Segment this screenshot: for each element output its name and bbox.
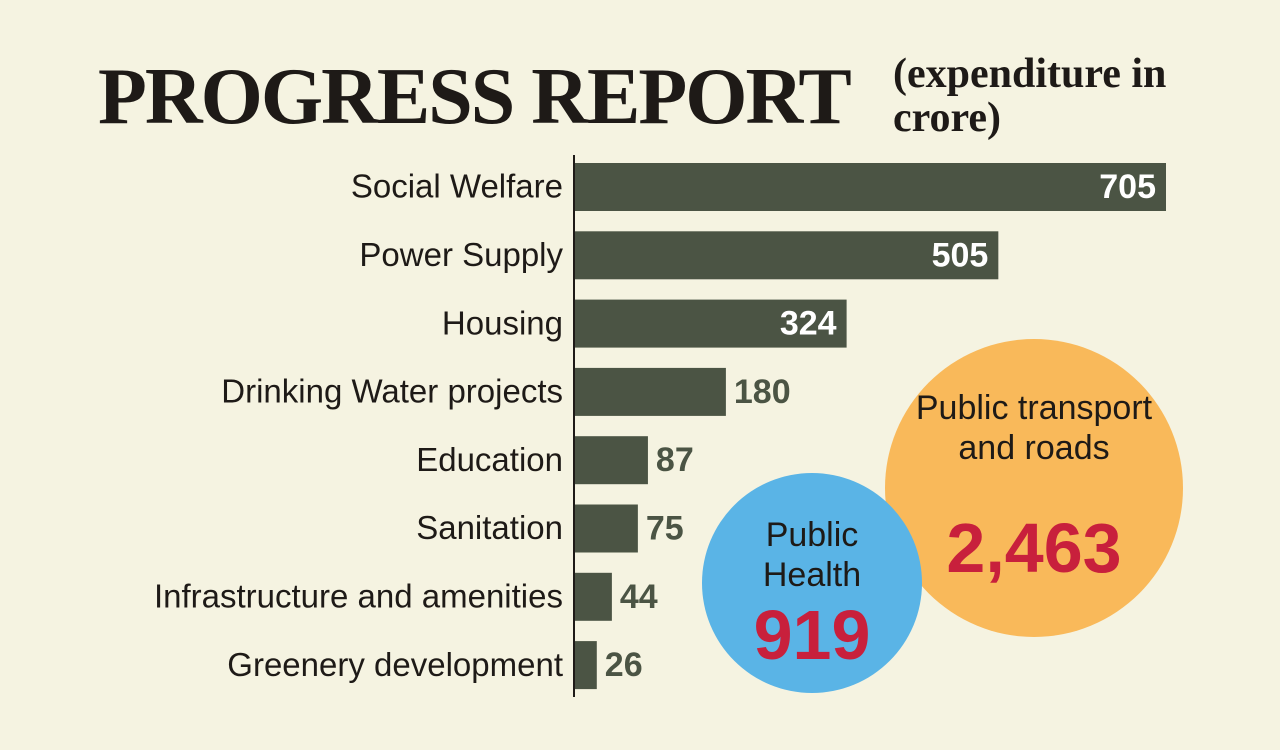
callout-label: Public Health [762,516,862,594]
chart-title: PROGRESS REPORT [98,53,852,141]
bar [575,641,597,690]
value-label: 324 [780,305,837,343]
bar [575,231,999,280]
bar [575,367,726,416]
callout-value: 2,463 [946,509,1122,587]
callout-value: 919 [753,596,871,674]
category-label: Social Welfare [351,168,563,205]
bar [575,163,1166,211]
callout-label: Public transport and roads [915,389,1153,467]
bar [575,436,648,485]
category-label: Greenery development [227,646,563,683]
category-label: Drinking Water projects [221,373,563,410]
value-label: 705 [1099,168,1156,206]
category-label: Housing [442,304,563,341]
value-label: 87 [656,441,694,479]
bar [575,572,612,621]
category-label: Infrastructure and amenities [154,578,563,615]
callout-bubble [885,339,1183,637]
value-label: 44 [620,578,658,616]
value-label: 26 [605,646,643,684]
bar [575,299,847,348]
value-label: 180 [734,373,791,411]
bar [575,504,638,553]
callout-bubble [702,473,922,693]
category-label: Power Supply [359,236,563,273]
value-label: 505 [932,236,989,274]
category-label: Sanitation [416,509,563,546]
category-label: Education [416,441,563,478]
value-label: 75 [646,509,684,547]
chart-subtitle: (expenditure in crore) [893,51,1167,141]
